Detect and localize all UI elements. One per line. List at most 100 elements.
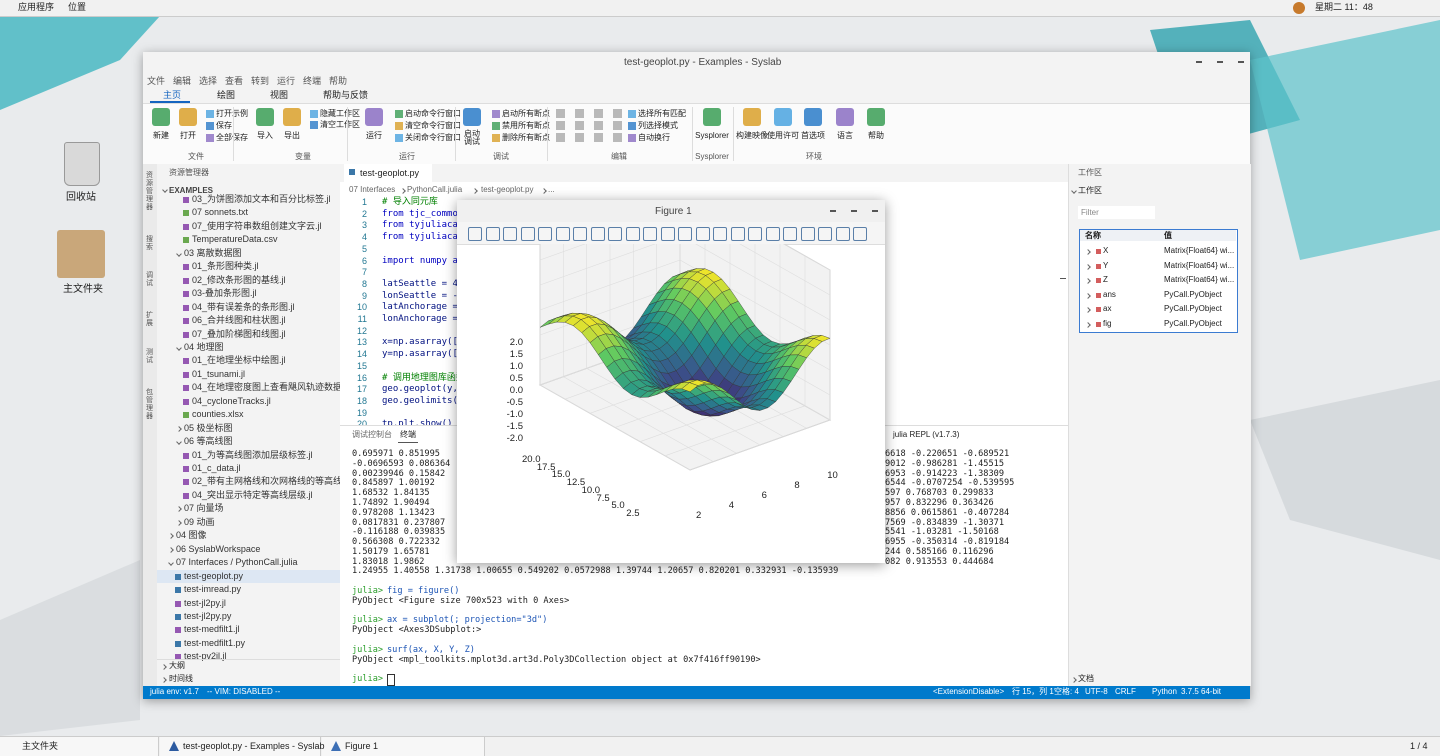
ribbon-button[interactable]: 列选择模式 xyxy=(638,121,678,130)
toolbar-button[interactable] xyxy=(660,227,675,241)
edit-icon[interactable] xyxy=(594,133,603,142)
docs-section[interactable]: 文档 xyxy=(1078,674,1094,683)
status-item[interactable]: 空格: 4 xyxy=(1054,687,1079,696)
folder-item[interactable]: 04 图像 xyxy=(176,530,207,541)
ribbon-button[interactable]: 全部保存 xyxy=(216,133,248,142)
file-item[interactable]: test-jl2py.py xyxy=(184,610,232,621)
ribbon-button[interactable]: 启动调试 xyxy=(464,129,480,146)
menu-item[interactable]: 查看 xyxy=(225,76,244,86)
menu-item[interactable]: 运行 xyxy=(277,76,296,86)
breadcrumb-item[interactable]: PythonCall.julia xyxy=(407,185,463,194)
status-item[interactable]: Python xyxy=(1152,687,1177,696)
ribbon-button[interactable]: 启动命令行窗口 xyxy=(405,109,461,118)
menu-item[interactable]: 帮助 xyxy=(329,76,348,86)
ribbon-button[interactable]: 打开 xyxy=(180,131,196,140)
file-item[interactable]: 04_cycloneTracks.jl xyxy=(192,395,271,406)
status-item[interactable]: 3.7.5 64-bit xyxy=(1181,687,1222,696)
panel-tab[interactable]: 终端 xyxy=(400,430,416,439)
toolbar-button[interactable] xyxy=(485,227,500,241)
taskbar-button[interactable] xyxy=(160,737,321,756)
file-item[interactable]: counties.xlsx xyxy=(192,409,244,420)
toolbar-button[interactable] xyxy=(678,227,692,241)
status-item[interactable]: julia env: v1.7 xyxy=(150,687,199,696)
window-control[interactable] xyxy=(830,210,836,212)
toolbar-button[interactable] xyxy=(835,227,850,241)
ribbon-button[interactable]: 首选项 xyxy=(801,131,825,140)
edit-icon[interactable] xyxy=(594,121,603,130)
folder-item[interactable]: 07 Interfaces / PythonCall.julia xyxy=(176,557,298,568)
file-item[interactable]: 01_条形图种类.jl xyxy=(192,261,259,272)
file-item[interactable]: 02_修改条形图的基线.jl xyxy=(192,274,286,285)
window-control[interactable] xyxy=(1196,61,1202,63)
edit-icon[interactable] xyxy=(575,121,584,130)
ribbon-button[interactable]: 自动换行 xyxy=(638,133,670,142)
editor-tab[interactable] xyxy=(344,164,432,182)
file-item[interactable]: test-jl2py.jl xyxy=(184,597,226,608)
folder-item[interactable]: 04 地理图 xyxy=(184,341,224,352)
file-item[interactable]: 04_带有误差条的条形图.jl xyxy=(192,301,295,312)
folder-item[interactable]: 09 动画 xyxy=(184,516,215,527)
timeline-section[interactable]: 时间线 xyxy=(169,674,193,683)
toolbar-button[interactable] xyxy=(538,227,552,241)
edit-icon[interactable] xyxy=(613,109,622,118)
edit-icon[interactable] xyxy=(575,133,584,142)
toolbar-button[interactable] xyxy=(730,227,745,241)
taskbar-label[interactable]: Figure 1 xyxy=(345,741,379,751)
toolbar-button[interactable] xyxy=(800,227,815,241)
menu-item[interactable]: 转到 xyxy=(251,76,270,86)
file-item[interactable]: test-imread.py xyxy=(184,584,242,595)
toolbar-button[interactable] xyxy=(748,227,762,241)
edit-icon[interactable] xyxy=(556,133,565,142)
ribbon-button[interactable]: 导入 xyxy=(257,131,273,140)
toolbar-button[interactable] xyxy=(765,227,780,241)
ribbon-button[interactable]: 清空命令行窗口 xyxy=(405,121,461,130)
taskbar-button[interactable] xyxy=(0,737,159,756)
edit-icon[interactable] xyxy=(594,109,603,118)
ribbon-button[interactable]: 选择所有匹配 xyxy=(638,109,686,118)
ribbon-button[interactable]: 帮助 xyxy=(868,131,884,140)
ribbon-button[interactable]: 清空工作区 xyxy=(320,120,360,129)
edit-icon[interactable] xyxy=(556,109,565,118)
edit-icon[interactable] xyxy=(613,133,622,142)
breadcrumb-item[interactable]: ... xyxy=(548,185,555,194)
trash-label[interactable]: 回收站 xyxy=(66,192,96,203)
file-item[interactable]: 07 sonnets.txt xyxy=(192,207,249,218)
terminal-session[interactable]: julia REPL (v1.7.3) xyxy=(893,430,960,439)
file-item[interactable]: 04_在地理密度图上查看飓风轨迹数据.jl xyxy=(192,382,349,393)
ribbon-button[interactable]: 保存 xyxy=(216,121,232,130)
status-item[interactable]: CRLF xyxy=(1115,687,1136,696)
ribbon-button[interactable]: 构建映像 xyxy=(736,131,768,140)
file-item[interactable]: 07_使用字符串数组创建文字云.jl xyxy=(192,220,322,231)
variable-name[interactable]: Y xyxy=(1103,260,1109,270)
menu-item[interactable]: 文件 xyxy=(147,76,166,86)
edit-icon[interactable] xyxy=(613,121,622,130)
menu-item[interactable]: 编辑 xyxy=(173,76,192,86)
folder-item[interactable]: 06 SyslabWorkspace xyxy=(176,543,261,554)
toolbar-button[interactable] xyxy=(783,227,797,241)
toolbar-button[interactable] xyxy=(573,227,587,241)
file-item[interactable]: 01_c_data.jl xyxy=(192,463,241,473)
home-label[interactable]: 主文件夹 xyxy=(63,284,103,295)
ribbon-tab[interactable]: 主页 xyxy=(163,90,182,100)
edit-icon[interactable] xyxy=(575,109,584,118)
file-item[interactable]: 07_叠加阶梯图和线图.jl xyxy=(192,328,286,339)
variable-name[interactable]: ax xyxy=(1103,304,1112,314)
file-item[interactable]: 01_为等高线图添加层级标签.jl xyxy=(192,449,313,460)
ribbon-button[interactable]: 打开示例 xyxy=(216,109,248,118)
taskbar-label[interactable]: 主文件夹 xyxy=(22,741,59,751)
file-item[interactable]: test-medfilt1.jl xyxy=(184,624,240,635)
window-control[interactable] xyxy=(1238,61,1244,63)
file-item[interactable]: 01_在地理坐标中绘图.jl xyxy=(192,355,286,366)
folder-item[interactable]: 03 离散数据图 xyxy=(184,247,242,258)
outline-section[interactable]: 大纲 xyxy=(169,661,185,670)
folder-item[interactable]: 07 向量场 xyxy=(184,503,224,514)
file-item[interactable]: TemperatureData.csv xyxy=(192,234,278,245)
file-item[interactable]: test-medfilt1.py xyxy=(184,637,246,648)
file-item[interactable]: test-pv2il.jl xyxy=(184,651,227,662)
breadcrumb-item[interactable]: 07 Interfaces xyxy=(349,185,396,194)
variable-name[interactable]: Z xyxy=(1103,275,1108,285)
file-item[interactable]: 01_tsunami.jl xyxy=(192,368,246,379)
folder-item[interactable]: 06 等高线图 xyxy=(184,436,233,447)
toolbar-button[interactable] xyxy=(818,227,832,241)
status-item[interactable]: UTF-8 xyxy=(1085,687,1108,696)
